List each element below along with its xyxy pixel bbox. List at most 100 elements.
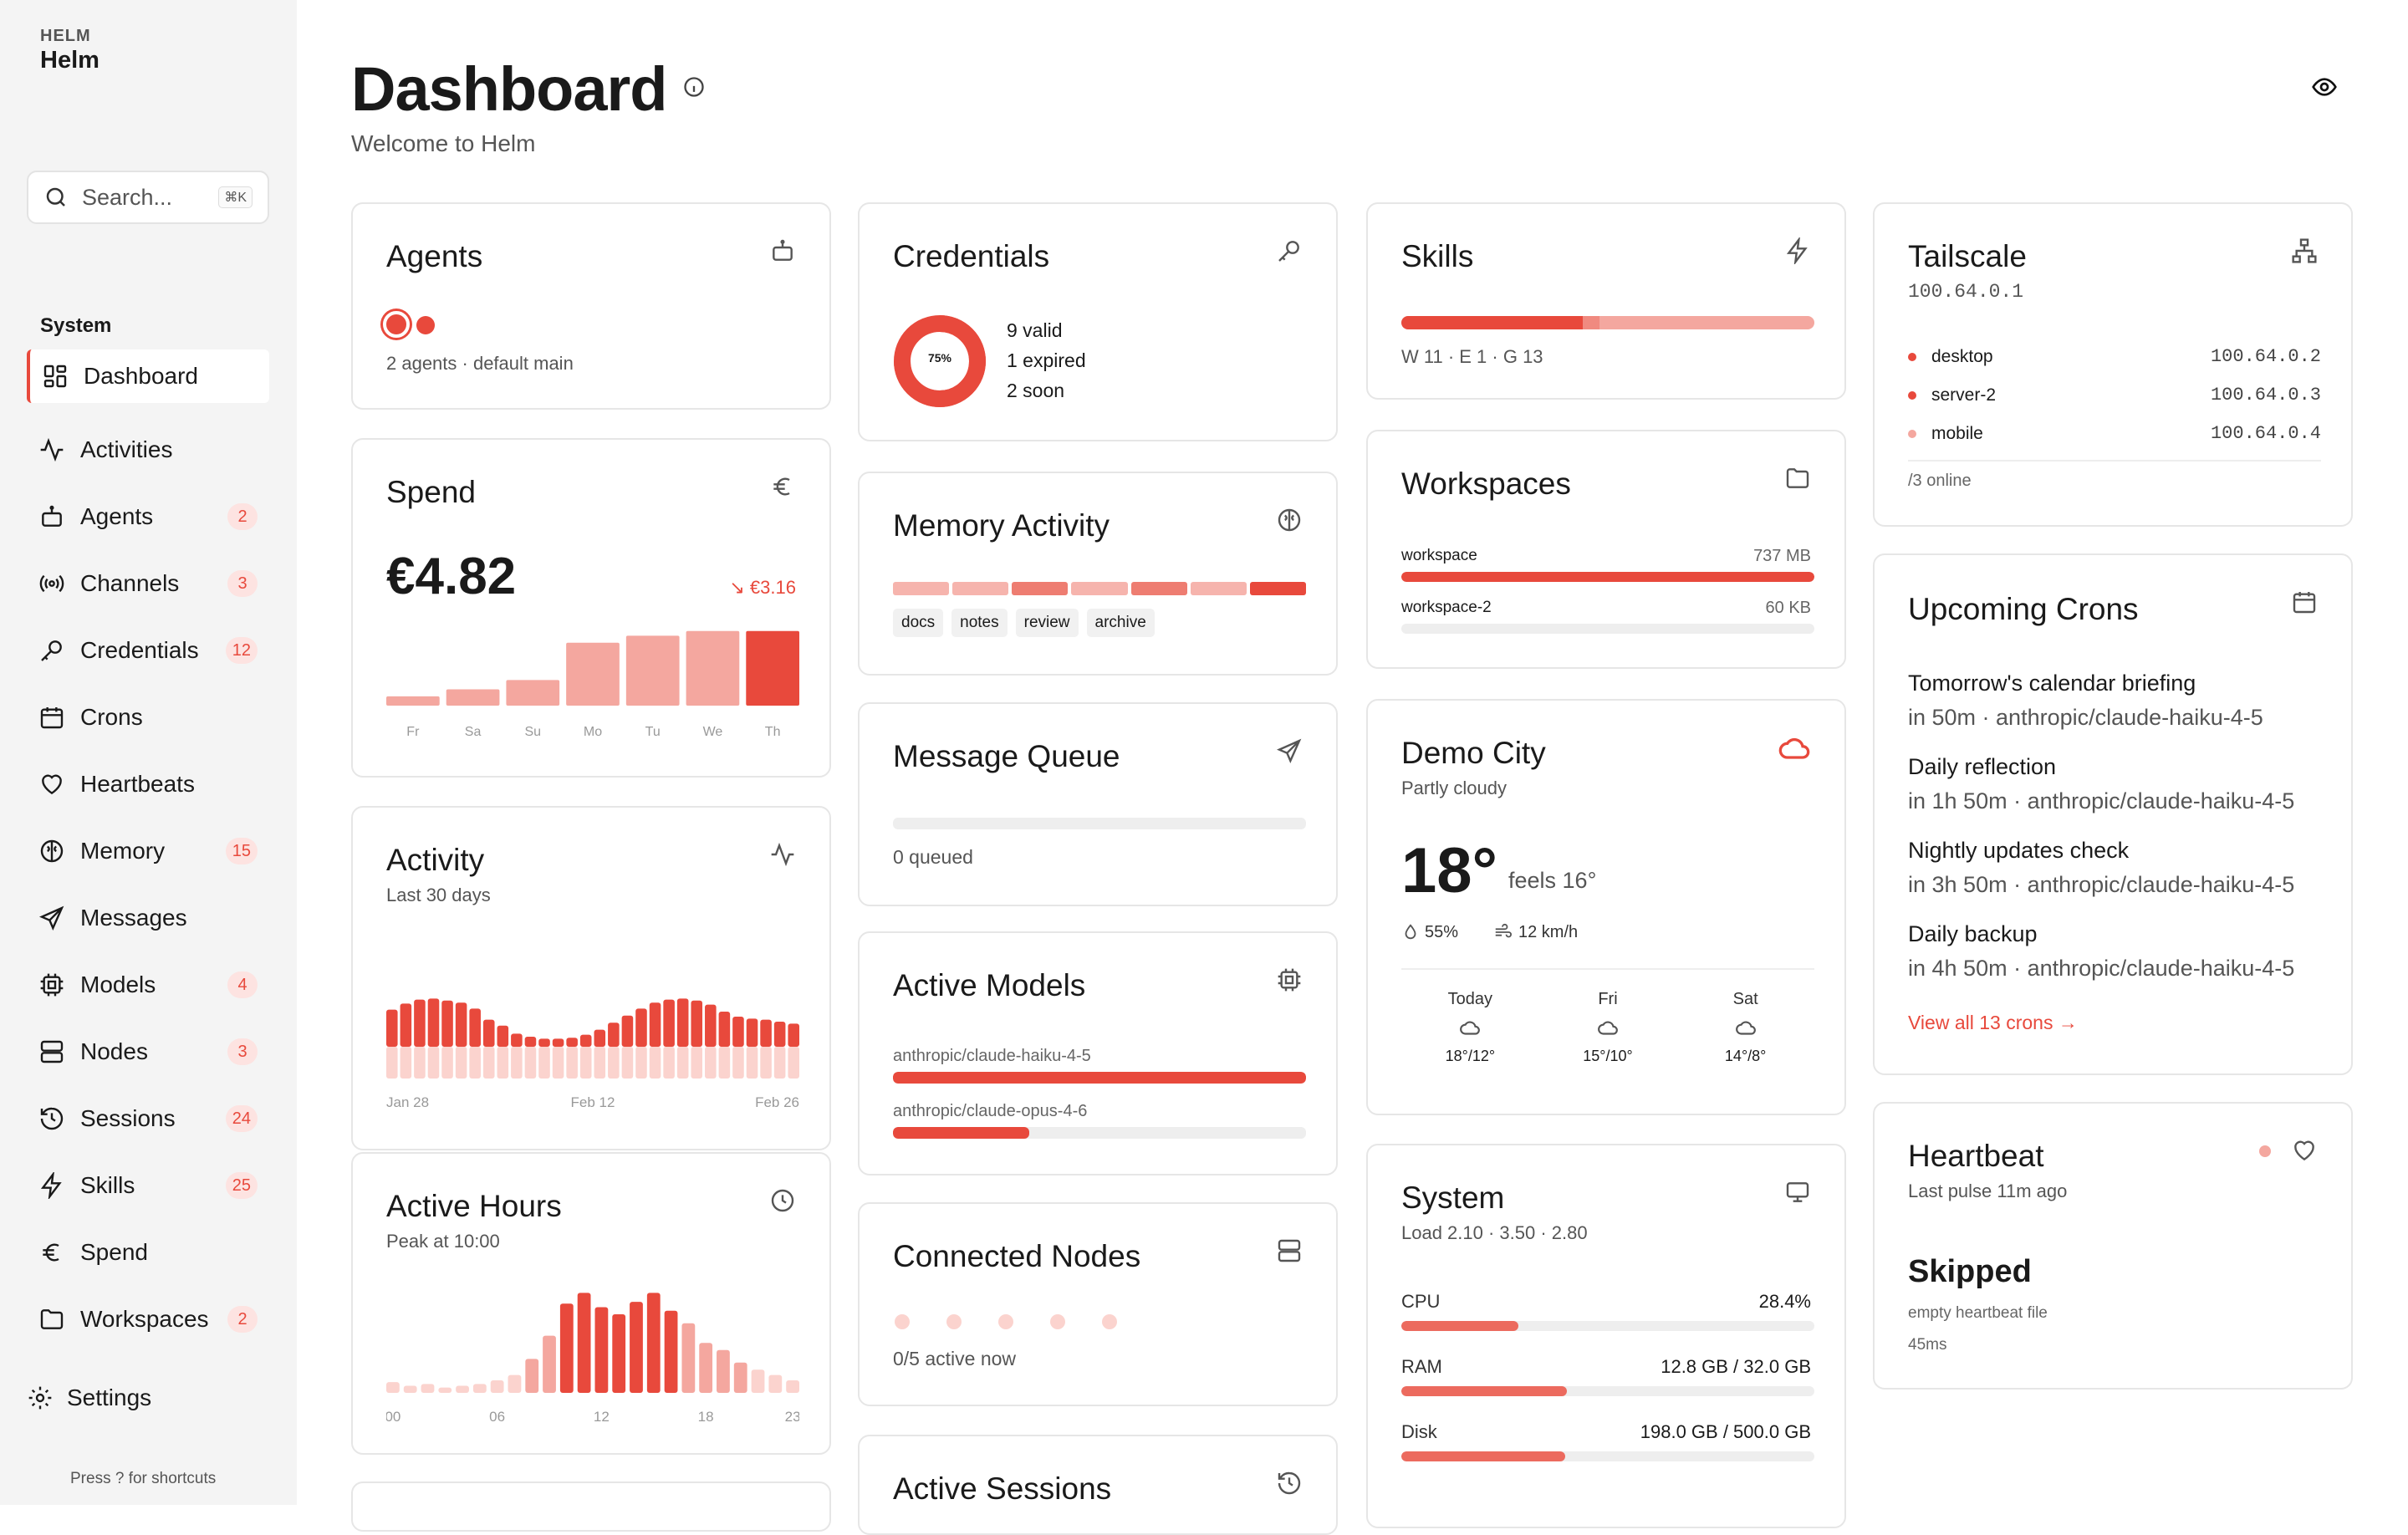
memory-activity-card[interactable]: Memory Activity docs notes review archiv…	[858, 472, 1338, 676]
crons-card[interactable]: Upcoming Crons Tomorrow's calendar brief…	[1873, 553, 2353, 1075]
activity-card[interactable]: Activity Last 30 days Jan 28 Feb 12 Feb 26	[351, 806, 831, 1150]
activity-bar[interactable]	[552, 1038, 564, 1047]
memory-segment[interactable]	[952, 582, 1009, 595]
tag-chip[interactable]: review	[1015, 609, 1079, 637]
skills-card[interactable]: Skills W 11 · E 1 · G 13	[1366, 202, 1846, 400]
cron-item[interactable]: Nightly updates check in 3h 50m · anthro…	[1908, 838, 2294, 898]
activity-bar[interactable]	[621, 1015, 634, 1047]
activity-bar[interactable]	[497, 1025, 509, 1047]
hour-bar[interactable]	[577, 1293, 591, 1393]
hour-bar[interactable]	[456, 1385, 469, 1393]
hour-bar[interactable]	[472, 1384, 487, 1393]
eye-icon[interactable]	[2311, 74, 2338, 100]
tag-chip[interactable]: archive	[1086, 609, 1155, 637]
activity-bar[interactable]	[691, 1000, 703, 1047]
node-dot[interactable]	[895, 1314, 910, 1329]
view-all-crons-link[interactable]: View all 13 crons →	[1908, 1012, 2078, 1033]
memory-segment[interactable]	[1130, 582, 1187, 595]
spend-bar[interactable]	[386, 696, 440, 706]
spend-bar[interactable]	[625, 635, 680, 706]
hour-bar[interactable]	[490, 1380, 504, 1393]
spend-card[interactable]: Spend €4.82 ↘ €3.16 Fr Sa Su Mo Tu We Th	[351, 438, 831, 778]
activity-bar[interactable]	[746, 1018, 758, 1047]
memory-segment[interactable]	[1012, 582, 1069, 595]
hour-bar[interactable]	[612, 1314, 626, 1393]
spend-bar[interactable]	[566, 642, 620, 706]
activity-bar[interactable]	[386, 1009, 398, 1047]
sidebar-item-workspaces[interactable]: Workspaces 2	[27, 1286, 269, 1353]
hour-bar[interactable]	[733, 1362, 747, 1393]
activity-bar[interactable]	[414, 999, 426, 1047]
spend-bar[interactable]	[686, 630, 740, 706]
host-row[interactable]: desktop 100.64.0.2	[1908, 346, 2321, 367]
activity-bar[interactable]	[455, 1002, 467, 1047]
search-input[interactable]: Search...	[82, 184, 173, 210]
sidebar-item-channels[interactable]: Channels 3	[27, 550, 269, 617]
sidebar-item-heartbeats[interactable]: Heartbeats	[27, 751, 269, 818]
memory-segment[interactable]	[1190, 582, 1247, 595]
skills-segment[interactable]	[1583, 316, 1600, 329]
activity-bar[interactable]	[594, 1029, 606, 1047]
sidebar-item-crons[interactable]: Crons	[27, 684, 269, 751]
active-models-card[interactable]: Active Models anthropic/claude-haiku-4-5…	[858, 931, 1338, 1175]
info-icon[interactable]	[682, 75, 706, 99]
agents-card[interactable]: Agents 2 agents · default main	[351, 202, 831, 410]
cron-item[interactable]: Tomorrow's calendar briefing in 50m · an…	[1908, 671, 2263, 731]
activity-bar[interactable]	[538, 1038, 550, 1047]
sidebar-item-skills[interactable]: Skills 25	[27, 1152, 269, 1219]
hour-bar[interactable]	[751, 1369, 765, 1393]
weather-card[interactable]: Demo City Partly cloudy 18° feels 16° 55…	[1366, 699, 1846, 1115]
activity-bar[interactable]	[511, 1033, 523, 1047]
activity-bar[interactable]	[566, 1038, 578, 1047]
activity-bar[interactable]	[427, 998, 440, 1047]
activity-bar[interactable]	[676, 998, 689, 1047]
node-dot[interactable]	[998, 1314, 1013, 1329]
hour-bar[interactable]	[768, 1374, 783, 1393]
heartbeat-card[interactable]: Heartbeat Last pulse 11m ago Skipped emp…	[1873, 1102, 2353, 1390]
node-dot[interactable]	[1050, 1314, 1065, 1329]
hour-bar[interactable]	[508, 1374, 522, 1393]
hour-bar[interactable]	[386, 1382, 400, 1393]
hour-bar[interactable]	[438, 1387, 452, 1393]
host-row[interactable]: server-2 100.64.0.3	[1908, 385, 2321, 405]
agent-dot-main[interactable]	[383, 311, 410, 338]
activity-bar[interactable]	[773, 1022, 786, 1047]
message-queue-card[interactable]: Message Queue 0 queued	[858, 702, 1338, 906]
sidebar-item-spend[interactable]: Spend	[27, 1219, 269, 1286]
activity-bar[interactable]	[663, 999, 675, 1047]
sidebar-item-dashboard[interactable]: Dashboard	[27, 349, 269, 403]
skills-segment[interactable]	[1599, 316, 1814, 329]
cron-item[interactable]: Daily backup in 4h 50m · anthropic/claud…	[1908, 921, 2294, 982]
search-box[interactable]: Search... ⌘K	[27, 171, 269, 224]
activity-bar[interactable]	[788, 1023, 799, 1047]
activity-bar[interactable]	[400, 1003, 412, 1047]
activity-bar[interactable]	[469, 1008, 481, 1047]
sidebar-item-models[interactable]: Models 4	[27, 951, 269, 1018]
activity-bar[interactable]	[441, 1000, 453, 1047]
node-dot[interactable]	[1102, 1314, 1117, 1329]
hour-bar[interactable]	[594, 1307, 609, 1393]
sidebar-item-credentials[interactable]: Credentials 12	[27, 617, 269, 684]
host-row[interactable]: mobile 100.64.0.4	[1908, 423, 2321, 444]
tailscale-card[interactable]: Tailscale 100.64.0.1 desktop 100.64.0.2 …	[1873, 202, 2353, 527]
hour-bar[interactable]	[681, 1323, 696, 1393]
activity-bar[interactable]	[760, 1019, 772, 1047]
active-sessions-card[interactable]: Active Sessions	[858, 1435, 1338, 1535]
credentials-card[interactable]: Credentials 75% 9 valid 1 expired 2 soon	[858, 202, 1338, 441]
cron-item[interactable]: Daily reflection in 1h 50m · anthropic/c…	[1908, 754, 2294, 814]
sidebar-item-memory[interactable]: Memory 15	[27, 818, 269, 885]
hour-bar[interactable]	[559, 1303, 574, 1393]
sidebar-item-agents[interactable]: Agents 2	[27, 483, 269, 550]
activity-bar[interactable]	[718, 1012, 731, 1047]
sidebar-item-messages[interactable]: Messages	[27, 885, 269, 951]
connected-nodes-card[interactable]: Connected Nodes 0/5 active now	[858, 1202, 1338, 1406]
activity-bar[interactable]	[482, 1019, 495, 1047]
sidebar-item-nodes[interactable]: Nodes 3	[27, 1018, 269, 1085]
hour-bar[interactable]	[717, 1349, 730, 1393]
activity-bar[interactable]	[579, 1034, 592, 1047]
sidebar-item-activities[interactable]: Activities	[27, 416, 269, 483]
activity-bar[interactable]	[705, 1004, 717, 1047]
memory-segment[interactable]	[1071, 582, 1128, 595]
hour-bar[interactable]	[525, 1359, 539, 1393]
activity-bar[interactable]	[732, 1017, 744, 1047]
